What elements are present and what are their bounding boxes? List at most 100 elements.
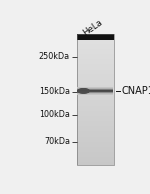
Ellipse shape <box>78 89 89 93</box>
Bar <box>77 108 114 109</box>
Bar <box>77 104 114 105</box>
Bar <box>77 66 114 67</box>
Bar <box>77 91 114 92</box>
Bar <box>77 49 114 50</box>
Bar <box>77 52 114 53</box>
Bar <box>77 41 114 42</box>
Bar <box>77 78 114 79</box>
Bar <box>77 60 114 61</box>
Bar <box>77 90 114 91</box>
Bar <box>77 74 114 75</box>
Bar <box>77 101 114 102</box>
Bar <box>77 100 114 101</box>
Bar <box>77 99 114 100</box>
Bar <box>77 63 114 64</box>
Ellipse shape <box>77 88 90 94</box>
Bar <box>77 65 114 66</box>
Bar <box>77 143 114 144</box>
Bar <box>77 88 114 89</box>
Bar <box>77 122 114 123</box>
Bar <box>77 44 114 45</box>
Bar <box>77 34 114 165</box>
Bar <box>77 164 114 165</box>
Bar <box>77 47 114 48</box>
Bar <box>77 94 114 95</box>
Bar <box>77 68 114 69</box>
Bar <box>77 48 114 49</box>
Bar <box>77 110 114 111</box>
Bar <box>77 107 114 108</box>
Bar <box>77 75 114 76</box>
Bar <box>77 113 114 114</box>
Bar <box>77 73 114 74</box>
Bar <box>77 79 114 80</box>
Bar <box>77 138 114 139</box>
Bar <box>77 125 114 126</box>
Ellipse shape <box>78 89 89 93</box>
Text: 70kDa: 70kDa <box>44 137 70 146</box>
Bar <box>77 151 114 152</box>
Bar <box>77 132 114 133</box>
Bar <box>77 134 114 135</box>
Bar <box>77 82 114 83</box>
Bar <box>77 115 114 116</box>
Ellipse shape <box>78 89 89 93</box>
Bar <box>77 64 114 65</box>
Bar <box>77 156 114 157</box>
Bar <box>77 128 114 129</box>
Ellipse shape <box>77 88 90 94</box>
Bar <box>77 135 114 136</box>
Ellipse shape <box>77 88 90 94</box>
Bar <box>77 127 114 128</box>
Bar <box>77 120 114 121</box>
Bar <box>77 161 114 162</box>
Bar <box>77 131 114 132</box>
Bar <box>77 162 114 163</box>
Bar <box>77 137 114 138</box>
Ellipse shape <box>78 88 90 94</box>
Bar <box>77 62 114 63</box>
Bar <box>77 55 114 56</box>
Bar <box>77 36 114 37</box>
Bar <box>77 117 114 118</box>
Bar <box>77 38 114 39</box>
Bar <box>77 57 114 58</box>
Bar <box>77 93 114 94</box>
Bar <box>77 67 114 68</box>
Bar <box>77 45 114 46</box>
Ellipse shape <box>78 88 89 93</box>
Text: 250kDa: 250kDa <box>39 52 70 61</box>
Bar <box>77 159 114 160</box>
Bar <box>77 109 114 110</box>
Ellipse shape <box>78 89 89 93</box>
Bar <box>77 59 114 60</box>
Bar <box>77 46 114 47</box>
Bar <box>77 119 114 120</box>
Bar <box>77 35 114 36</box>
Ellipse shape <box>78 88 90 94</box>
Bar <box>77 98 114 99</box>
Bar <box>77 155 114 156</box>
Text: 100kDa: 100kDa <box>39 110 70 119</box>
Ellipse shape <box>77 88 90 94</box>
Bar <box>77 37 114 38</box>
Ellipse shape <box>78 89 89 93</box>
Ellipse shape <box>77 88 90 94</box>
Bar <box>77 114 114 115</box>
Bar <box>77 146 114 147</box>
Bar <box>77 53 114 54</box>
Ellipse shape <box>78 89 89 93</box>
Bar <box>77 34 114 35</box>
Bar <box>77 42 114 43</box>
Bar <box>77 163 114 164</box>
Bar <box>77 69 114 70</box>
Bar <box>77 92 114 93</box>
Bar <box>77 40 114 41</box>
Ellipse shape <box>78 89 89 93</box>
Bar <box>77 61 114 62</box>
Bar <box>77 130 114 131</box>
Ellipse shape <box>78 88 89 93</box>
Bar <box>77 144 114 145</box>
Bar <box>77 150 114 151</box>
Bar <box>77 77 114 78</box>
